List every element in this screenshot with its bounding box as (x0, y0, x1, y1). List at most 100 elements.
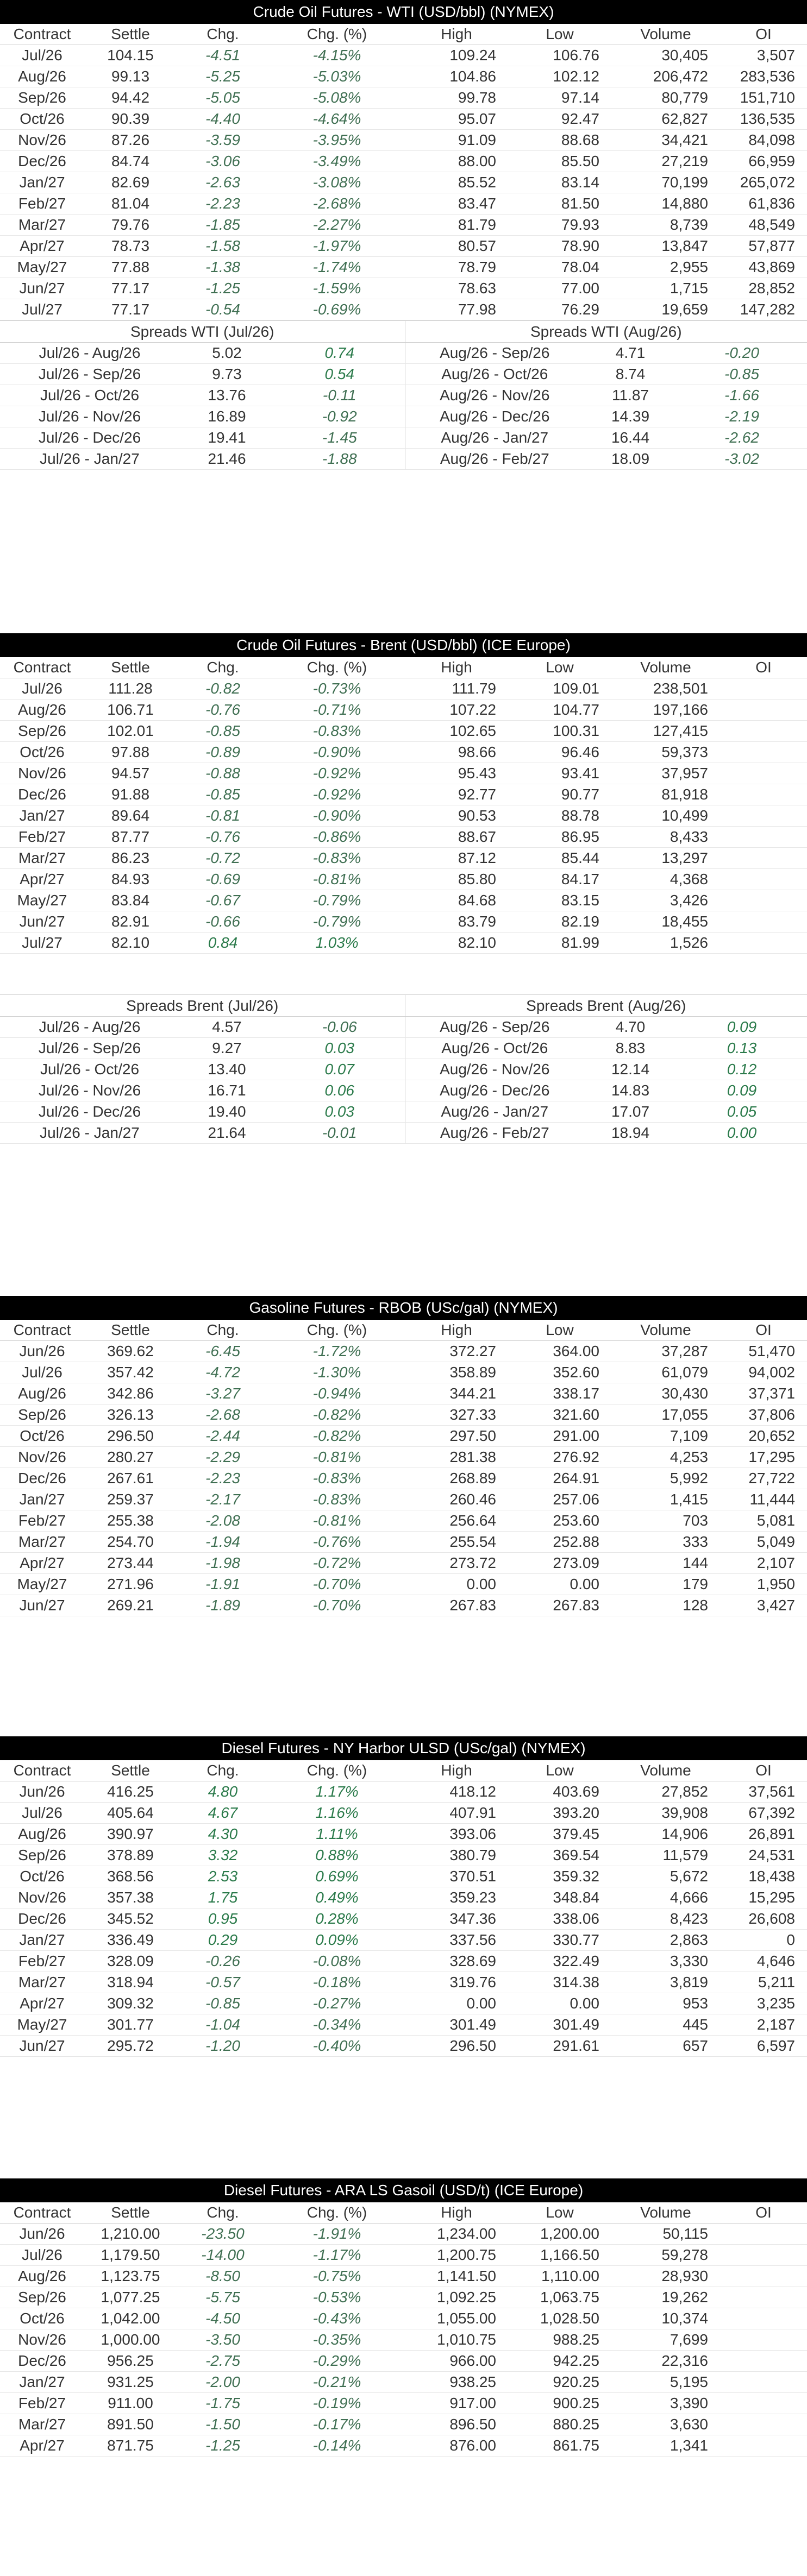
table-cell: 82.69 (84, 172, 177, 193)
spreads-right-title: Spreads WTI (Aug/26) (404, 320, 807, 343)
table-cell: 1,200.75 (405, 2244, 508, 2266)
table-cell: Oct/26 (0, 741, 84, 763)
table-cell: Oct/26 (0, 1866, 84, 1887)
spread-row: Jul/26 - Aug/26 4.57 -0.06 Aug/26 - Sep/26 4… (0, 1016, 807, 1038)
spread-cell: 8.74 (584, 363, 677, 385)
spread-cell: Aug/26 - Sep/26 (404, 1016, 584, 1038)
table-cell: Jul/26 (0, 2244, 84, 2266)
spread-cell: 14.83 (584, 1080, 677, 1101)
table-row: Jul/26 357.42 -4.72 -1.30% 358.89 352.60 61,07… (0, 1362, 807, 1383)
table-cell: 104.86 (405, 66, 508, 87)
table-cell (720, 2223, 807, 2245)
table-cell: 26,891 (720, 1823, 807, 1845)
spread-cell: 0.03 (274, 1037, 405, 1059)
table-cell: 82.10 (405, 932, 508, 954)
table-row: Apr/27 309.32 -0.85 -0.27% 0.00 0.00 953 3,235 (0, 1993, 807, 2014)
table-cell: 265,072 (720, 172, 807, 193)
spread-row: Jul/26 - Jan/27 21.64 -0.01 Aug/26 - Feb/27… (0, 1122, 807, 1144)
rbob-section: Gasoline Futures - RBOB (USc/gal) (NYMEX… (0, 1296, 807, 1616)
table-cell: 1,110.00 (508, 2265, 611, 2287)
table-cell: Aug/26 (0, 1383, 84, 1404)
table-cell: 281.38 (405, 1446, 508, 1468)
table-row: Dec/26 91.88 -0.85 -0.92% 92.77 90.77 81,918 (0, 784, 807, 805)
table-cell: 917.00 (405, 2392, 508, 2414)
table-cell: -0.90% (269, 805, 405, 827)
table-row: Mar/27 318.94 -0.57 -0.18% 319.76 314.38 3,819… (0, 1972, 807, 1993)
table-row: Aug/26 342.86 -3.27 -0.94% 344.21 338.17 30,43… (0, 1383, 807, 1404)
table-cell: Jul/27 (0, 932, 84, 954)
spread-cell: 9.27 (179, 1037, 274, 1059)
table-cell: 81,918 (611, 784, 720, 805)
table-cell: 291.61 (508, 2035, 611, 2057)
table-cell: 259.37 (84, 1489, 177, 1510)
table-cell: -0.66 (177, 911, 269, 933)
table-cell: 1.16% (269, 1802, 405, 1824)
spread-cell: -0.20 (677, 342, 807, 364)
table-cell: Jun/26 (0, 1781, 84, 1803)
table-cell: 27,722 (720, 1467, 807, 1489)
table-cell: 81.04 (84, 193, 177, 215)
spread-cell: Aug/26 - Nov/26 (404, 385, 584, 406)
table-cell: 966.00 (405, 2350, 508, 2372)
spread-cell: Jul/26 - Aug/26 (0, 342, 179, 364)
table-cell: 104.15 (84, 45, 177, 66)
table-row: Aug/26 390.97 4.30 1.11% 393.06 379.45 14,906 2… (0, 1823, 807, 1845)
spread-row: Jul/26 - Oct/26 13.76 -0.11 Aug/26 - Nov/26… (0, 385, 807, 406)
table-cell: 28,930 (611, 2265, 720, 2287)
spread-cell: Aug/26 - Dec/26 (404, 1080, 584, 1101)
table-cell: -0.08% (269, 1950, 405, 1972)
spread-cell: -0.85 (677, 363, 807, 385)
column-header: Low (508, 2202, 611, 2224)
table-cell: 2,955 (611, 256, 720, 278)
table-cell: 2,187 (720, 2014, 807, 2036)
table-cell: -1.97% (269, 235, 405, 257)
table-cell: 67,392 (720, 1802, 807, 1824)
table-row: Mar/27 86.23 -0.72 -0.83% 87.12 85.44 13,297 (0, 847, 807, 869)
table-cell: 14,906 (611, 1823, 720, 1845)
table-cell (720, 784, 807, 805)
table-cell (720, 2244, 807, 2266)
table-cell: Apr/27 (0, 868, 84, 890)
section-gap (0, 954, 807, 994)
table-cell: 703 (611, 1510, 720, 1532)
table-cell (720, 805, 807, 827)
table-row: Oct/26 296.50 -2.44 -0.82% 297.50 291.00 7,109… (0, 1425, 807, 1447)
table-cell: 273.09 (508, 1552, 611, 1574)
table-cell: 0.29 (177, 1929, 269, 1951)
table-cell: Jul/26 (0, 1362, 84, 1383)
table-cell: -0.86% (269, 826, 405, 848)
table-row: Sep/26 102.01 -0.85 -0.83% 102.65 100.31 127,4… (0, 720, 807, 742)
column-header: Volume (611, 657, 720, 678)
table-cell: -2.44 (177, 1425, 269, 1447)
table-cell: 0.84 (177, 932, 269, 954)
spread-cell: -2.62 (677, 427, 807, 449)
table-cell: 43,869 (720, 256, 807, 278)
table-cell: 1,415 (611, 1489, 720, 1510)
table-cell: 379.45 (508, 1823, 611, 1845)
brent-section: Crude Oil Futures - Brent (USD/bbl) (ICE… (0, 633, 807, 1144)
table-row: Nov/26 280.27 -2.29 -0.81% 281.38 276.92 4,253… (0, 1446, 807, 1468)
table-cell: 345.52 (84, 1908, 177, 1930)
table-cell: Jun/26 (0, 1340, 84, 1362)
table-cell: 94.42 (84, 87, 177, 109)
table-cell: 99.13 (84, 66, 177, 87)
table-cell: 51,470 (720, 1340, 807, 1362)
table-cell: 22,316 (611, 2350, 720, 2372)
spread-cell: 13.76 (179, 385, 274, 406)
table-cell (720, 2287, 807, 2308)
table-cell: 19,659 (611, 299, 720, 320)
table-cell: -1.89 (177, 1595, 269, 1616)
table-cell: -0.88 (177, 763, 269, 784)
table-row: Oct/26 97.88 -0.89 -0.90% 98.66 96.46 59,373 (0, 741, 807, 763)
table-cell: 336.49 (84, 1929, 177, 1951)
table-cell: 256.64 (405, 1510, 508, 1532)
table-cell: 62,827 (611, 108, 720, 130)
table-cell: 90.39 (84, 108, 177, 130)
spread-cell: 16.89 (179, 406, 274, 427)
table-cell: -4.15% (269, 45, 405, 66)
table-cell: 1,077.25 (84, 2287, 177, 2308)
table-cell: -2.29 (177, 1446, 269, 1468)
table-cell: 369.62 (84, 1340, 177, 1362)
spread-cell: Aug/26 - Feb/27 (404, 448, 584, 470)
table-cell: 144 (611, 1552, 720, 1574)
